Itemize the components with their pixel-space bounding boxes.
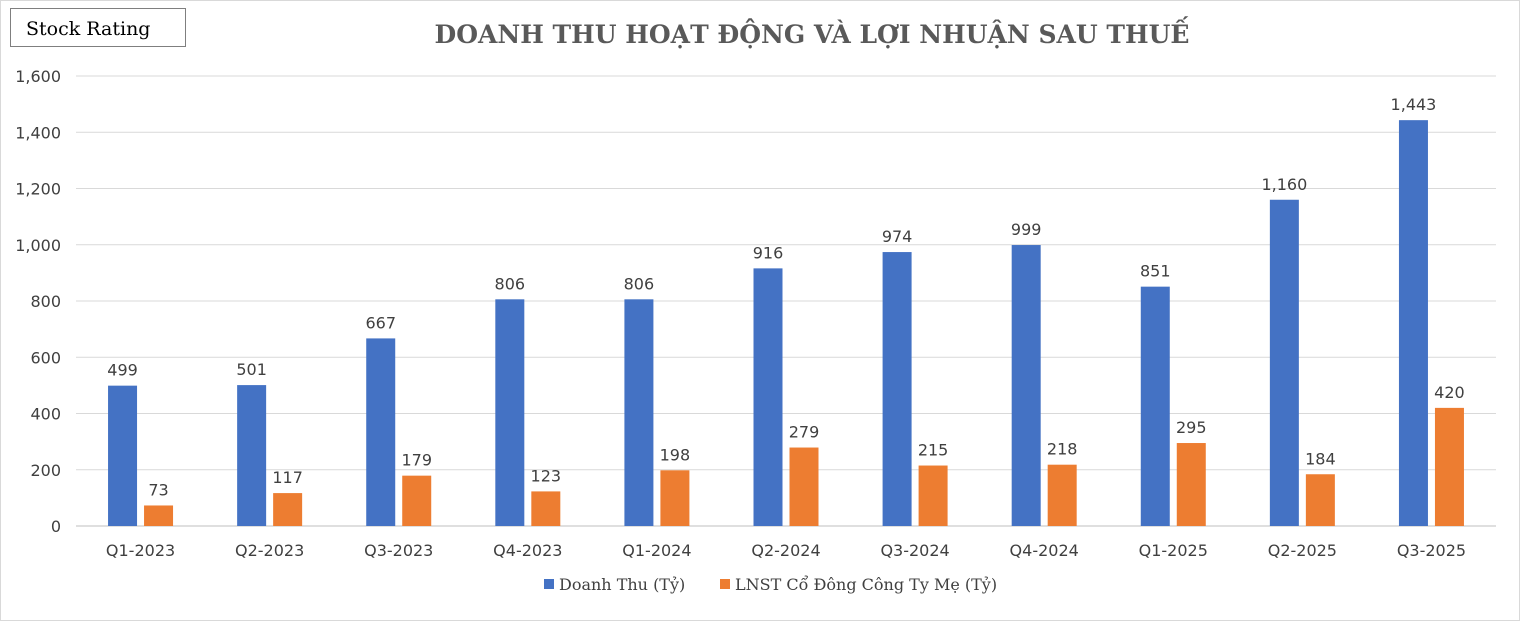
data-label: 499 bbox=[107, 361, 138, 380]
bar-lnst bbox=[531, 491, 561, 526]
y-tick-label: 200 bbox=[30, 461, 61, 480]
stock-rating-badge: Stock Rating bbox=[10, 8, 186, 47]
bar-lnst bbox=[1434, 407, 1464, 526]
y-tick-label: 1,200 bbox=[15, 180, 61, 199]
bar-doanh-thu bbox=[1269, 199, 1299, 526]
data-label: 184 bbox=[1305, 449, 1336, 468]
x-tick-label: Q3-2024 bbox=[880, 541, 949, 560]
bar-lnst bbox=[144, 505, 174, 526]
bar-lnst bbox=[273, 493, 303, 526]
y-tick-label: 1,600 bbox=[15, 67, 61, 86]
bar-doanh-thu bbox=[1140, 286, 1170, 526]
data-label: 851 bbox=[1140, 262, 1171, 281]
bar-lnst bbox=[918, 465, 948, 526]
data-label: 1,160 bbox=[1261, 175, 1307, 194]
data-label: 123 bbox=[531, 466, 562, 485]
legend-label: LNST Cổ Đông Công Ty Mẹ (Tỷ) bbox=[735, 575, 997, 594]
data-label: 420 bbox=[1434, 383, 1465, 402]
x-tick-label: Q2-2025 bbox=[1268, 541, 1337, 560]
y-tick-label: 800 bbox=[30, 292, 61, 311]
data-label: 117 bbox=[272, 468, 303, 487]
data-label: 974 bbox=[882, 227, 913, 246]
bar-lnst bbox=[1047, 464, 1077, 526]
bar-doanh-thu bbox=[495, 299, 525, 526]
y-tick-label: 600 bbox=[30, 348, 61, 367]
x-tick-label: Q3-2023 bbox=[364, 541, 433, 560]
data-label: 215 bbox=[918, 441, 949, 460]
legend-swatch bbox=[720, 579, 730, 589]
bar-lnst bbox=[402, 475, 432, 526]
bar-lnst bbox=[789, 447, 819, 526]
y-tick-label: 400 bbox=[30, 405, 61, 424]
bar-doanh-thu bbox=[882, 252, 912, 526]
x-tick-label: Q1-2023 bbox=[106, 541, 175, 560]
data-label: 73 bbox=[148, 480, 168, 499]
data-label: 179 bbox=[401, 451, 432, 470]
stock-rating-label: Stock Rating bbox=[26, 18, 151, 40]
bar-doanh-thu bbox=[624, 299, 654, 526]
legend: Doanh Thu (Tỷ) LNST Cổ Đông Công Ty Mẹ (T… bbox=[544, 575, 997, 594]
bar-doanh-thu bbox=[108, 385, 138, 526]
data-label: 501 bbox=[236, 360, 267, 379]
data-label: 295 bbox=[1176, 418, 1207, 437]
x-axis: Q1-2023 Q2-2023 Q3-2023 Q4-2023 Q1-2024 Q2-20… bbox=[106, 541, 1466, 560]
x-tick-label: Q1-2024 bbox=[622, 541, 691, 560]
legend-label: Doanh Thu (Tỷ) bbox=[559, 575, 685, 594]
bar-doanh-thu bbox=[1398, 120, 1428, 526]
x-tick-label: Q3-2025 bbox=[1397, 541, 1466, 560]
y-tick-label: 0 bbox=[51, 517, 61, 536]
data-label: 999 bbox=[1011, 220, 1042, 239]
data-label: 916 bbox=[753, 243, 784, 262]
x-tick-label: Q2-2024 bbox=[751, 541, 820, 560]
bar-doanh-thu bbox=[1011, 245, 1041, 526]
data-label: 1,443 bbox=[1391, 95, 1437, 114]
bar-lnst bbox=[660, 470, 690, 526]
bar-lnst bbox=[1305, 474, 1335, 526]
x-tick-label: Q1-2025 bbox=[1139, 541, 1208, 560]
x-tick-label: Q4-2023 bbox=[493, 541, 562, 560]
gridlines bbox=[76, 75, 1496, 527]
data-label: 806 bbox=[624, 274, 655, 293]
bar-doanh-thu bbox=[237, 385, 267, 526]
legend-swatch bbox=[544, 579, 554, 589]
y-tick-label: 1,000 bbox=[15, 236, 61, 255]
bars: 499 73 501 117 667 179 806 123 806 198 916 279 974 21… bbox=[107, 95, 1465, 526]
data-label: 198 bbox=[660, 445, 691, 464]
y-axis: 0 200 400 600 800 1,000 1,200 1,400 1,600 bbox=[15, 67, 61, 536]
bar-doanh-thu bbox=[753, 268, 783, 526]
data-label: 667 bbox=[365, 313, 396, 332]
bar-lnst bbox=[1176, 443, 1206, 526]
x-tick-label: Q2-2023 bbox=[235, 541, 304, 560]
data-label: 218 bbox=[1047, 440, 1078, 459]
bar-doanh-thu bbox=[366, 338, 396, 526]
y-tick-label: 1,400 bbox=[15, 123, 61, 142]
x-tick-label: Q4-2024 bbox=[1010, 541, 1079, 560]
chart-title: DOANH THU HOẠT ĐỘNG VÀ LỢI NHUẬN SAU THU… bbox=[435, 17, 1190, 49]
data-label: 806 bbox=[495, 274, 526, 293]
data-label: 279 bbox=[789, 423, 820, 442]
